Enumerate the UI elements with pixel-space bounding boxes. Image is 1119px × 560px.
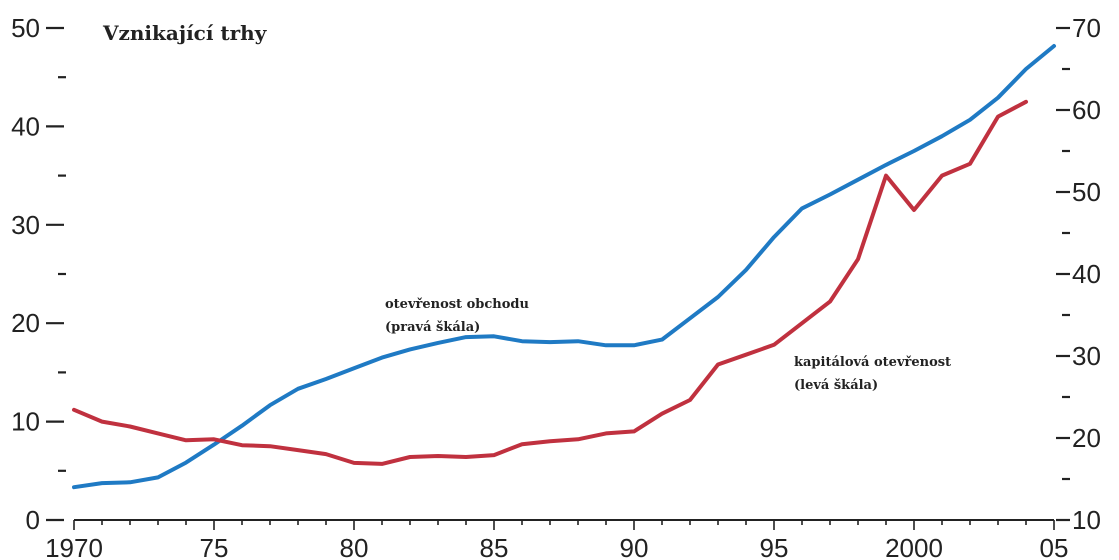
y-right-tick-label: 30 [1072,341,1101,371]
series-label-capital-openness-line1: kapitálová otevřenost [794,355,951,370]
y-left-tick-label: 30 [11,210,40,240]
y-left-tick-label: 20 [11,308,40,338]
x-tick-label: 1970 [45,533,103,560]
y-right-tick-label: 20 [1072,423,1101,453]
y-right-tick-label: 70 [1072,13,1101,43]
y-left-tick-label: 0 [26,505,40,535]
y-left-tick-label: 40 [11,111,40,141]
chart-title: Vznikající trhy [102,21,268,45]
y-left-tick-label: 50 [11,13,40,43]
series-line-capital-openness [72,99,1028,466]
series-line-trade-openness [72,44,1056,490]
series-label-trade-openness-line2: (pravá škála) [385,320,480,335]
axes: 1970 75 80 85 90 95 2000 05 0 10 20 30 40 50 10 20 30 40 5… [11,13,1101,560]
x-tick-label: 90 [620,533,649,560]
x-tick-label: 2000 [885,533,943,560]
x-tick-label: 95 [760,533,789,560]
y-right-tick-label: 60 [1072,95,1101,125]
x-tick-label: 85 [480,533,509,560]
series-label-trade-openness-line1: otevřenost obchodu [385,297,529,312]
y-right-tick-label: 10 [1072,505,1101,535]
y-left-tick-label: 10 [11,407,40,437]
series-annotations: otevřenost obchodu (pravá škála) kapitálov… [385,297,951,393]
y-right-tick-label: 40 [1072,259,1101,289]
plot-area [72,44,1056,490]
series-label-capital-openness-line2: (levá škála) [794,378,878,393]
x-tick-label: 80 [340,533,369,560]
x-tick-label: 75 [200,533,229,560]
y-right-tick-label: 50 [1072,177,1101,207]
x-tick-label: 05 [1040,533,1069,560]
